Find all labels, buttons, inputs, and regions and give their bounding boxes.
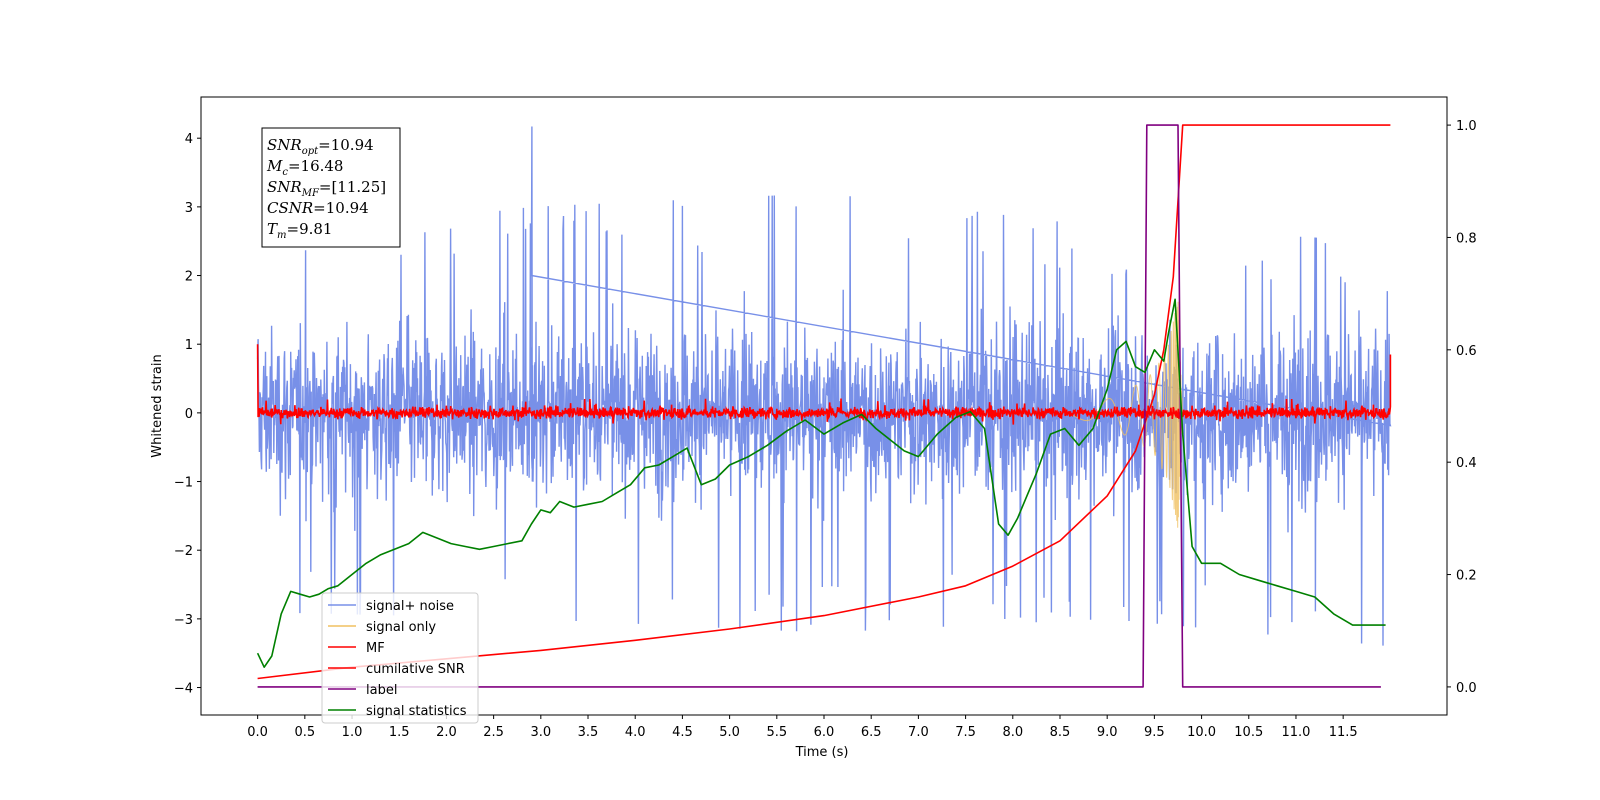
series-signal-statistics: [256, 298, 1386, 668]
x-tick-label: 3.5: [578, 725, 599, 740]
x-tick-label: 7.5: [955, 725, 976, 740]
x-tick-label: 4.0: [625, 725, 646, 740]
x-tick-label: 1.0: [342, 725, 363, 740]
x-tick-label: 10.5: [1234, 725, 1263, 740]
y2-tick-label: 1.0: [1456, 119, 1477, 134]
legend-label: signal+ noise: [366, 599, 454, 614]
annotation-line: CSNR=10.94: [267, 199, 369, 217]
y-tick-label: 3: [185, 201, 193, 216]
y2-tick-label: 0.4: [1456, 456, 1477, 471]
x-tick-label: 0.5: [294, 725, 315, 740]
x-tick-label: 3.0: [530, 725, 551, 740]
x-tick-label: 8.0: [1002, 725, 1023, 740]
y-tick-label: −3: [174, 613, 193, 628]
y2-tick-label: 0.0: [1456, 681, 1477, 696]
series-cumilative-snr: [257, 124, 1391, 680]
x-tick-label: 4.5: [672, 725, 693, 740]
x-tick-label: 11.5: [1329, 725, 1358, 740]
x-tick-label: 8.5: [1050, 725, 1071, 740]
y-tick-label: 2: [185, 270, 193, 285]
x-tick-label: 10.0: [1187, 725, 1216, 740]
x-tick-label: 5.0: [719, 725, 740, 740]
x-tick-label: 6.0: [814, 725, 835, 740]
y2-tick-label: 0.6: [1456, 344, 1477, 359]
x-tick-label: 2.5: [483, 725, 504, 740]
legend-label: MF: [366, 641, 385, 656]
x-tick-label: 5.5: [766, 725, 787, 740]
x-tick-label: 7.0: [908, 725, 929, 740]
series-mf: [256, 344, 1392, 425]
legend-label: cumilative SNR: [366, 662, 465, 677]
x-tick-label: 9.5: [1144, 725, 1165, 740]
y-tick-label: −2: [174, 544, 193, 559]
annotation-box: SNRopt=10.94Mc=16.48SNRMF=[11.25]CSNR=10…: [261, 127, 401, 248]
x-tick-label: 2.0: [436, 725, 457, 740]
annotation-line: Mc=16.48: [266, 157, 343, 178]
y-tick-label: 1: [185, 338, 193, 353]
y2-tick-label: 0.2: [1456, 569, 1477, 584]
y-tick-label: 0: [185, 407, 193, 422]
legend-label: signal only: [366, 620, 436, 635]
x-tick-label: 0.0: [247, 725, 268, 740]
x-tick-label: 11.0: [1281, 725, 1310, 740]
x-tick-label: 1.5: [389, 725, 410, 740]
x-tick-label: 6.5: [861, 725, 882, 740]
y-tick-label: 4: [185, 132, 193, 147]
legend-label: signal statistics: [366, 704, 467, 719]
y-tick-label: −4: [174, 682, 193, 697]
annotation-line: SNRMF=[11.25]: [267, 178, 386, 199]
legend-frame: [321, 592, 479, 724]
y-tick-label: −1: [174, 476, 193, 491]
x-tick-label: 9.0: [1097, 725, 1118, 740]
x-axis-label: Time (s): [795, 745, 849, 760]
series-label: [257, 124, 1381, 688]
annotation-line: Tm=9.81: [267, 220, 332, 241]
y-axis-label: Whitened strain: [150, 354, 165, 457]
y2-tick-label: 0.8: [1456, 231, 1477, 246]
series-signal-noise: [256, 126, 1392, 646]
legend-label: label: [366, 683, 397, 698]
series-signal-only: [1069, 301, 1184, 528]
legend: signal+ noise signal only MF cumilative SNR…: [321, 592, 479, 724]
annotation-line: SNRopt=10.94: [267, 136, 374, 157]
